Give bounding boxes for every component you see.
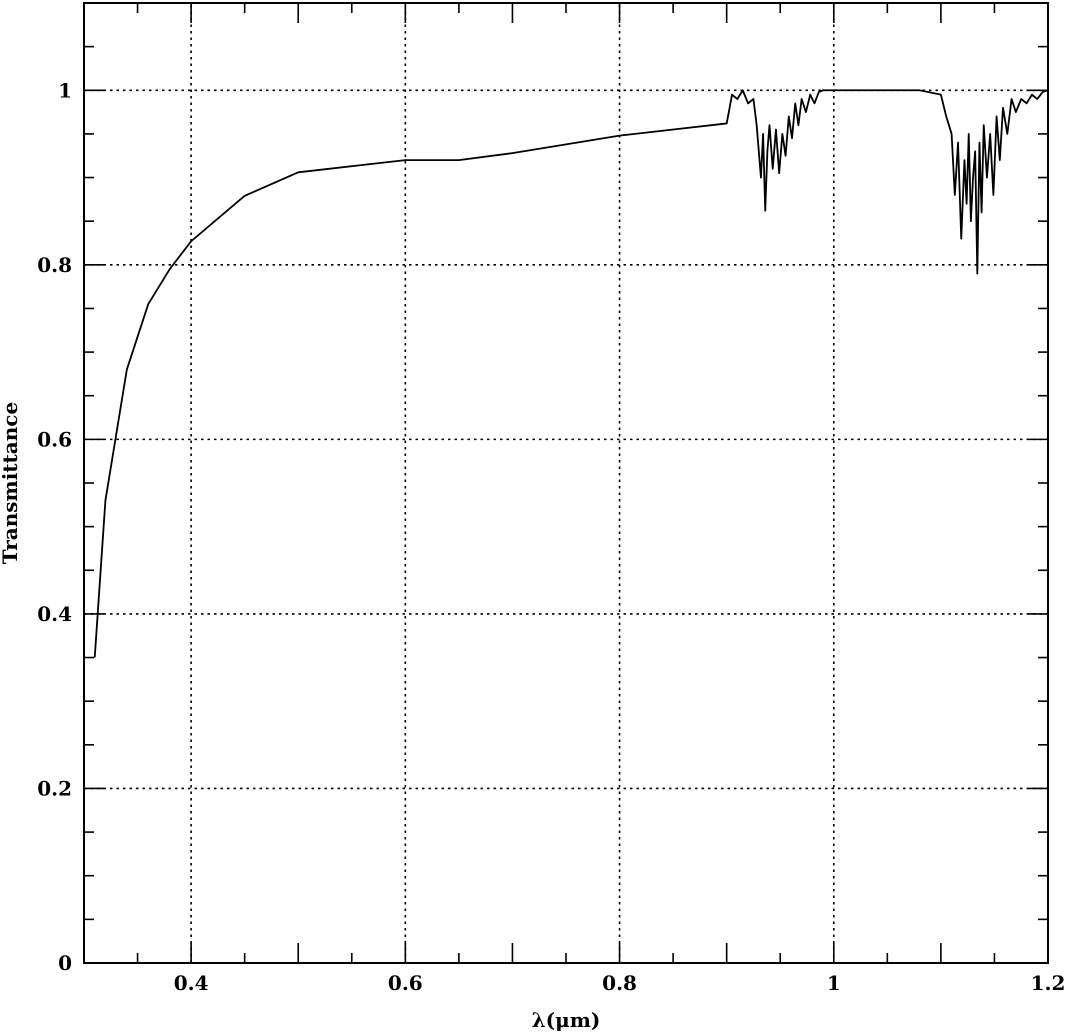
x-tick-label: 0.4 bbox=[174, 971, 209, 995]
x-axis-title: λ(μm) bbox=[532, 1008, 601, 1032]
plot-frame bbox=[83, 2, 1049, 964]
y-tick-label: 0.6 bbox=[37, 427, 72, 451]
x-tick-label: 1 bbox=[827, 971, 841, 995]
x-tick-label: 0.8 bbox=[602, 971, 637, 995]
x-tick-label: 1.2 bbox=[1031, 971, 1066, 995]
y-tick-label: 0.8 bbox=[37, 253, 72, 277]
grid bbox=[84, 3, 1048, 963]
y-tick-label: 0.4 bbox=[37, 602, 72, 626]
tick-labels: 0.4 0.6 0.8 1 1.2 0 0.2 0.4 0.6 0.8 1 bbox=[37, 78, 1065, 995]
y-tick-label: 0.2 bbox=[37, 776, 72, 800]
series-line-0 bbox=[93, 89, 1049, 658]
y-axis-title: Transmittance bbox=[0, 402, 22, 564]
series-layer bbox=[93, 89, 1049, 658]
y-tick-label: 1 bbox=[58, 78, 72, 102]
axis-ticks bbox=[83, 2, 1049, 964]
y-tick-label: 0 bbox=[58, 951, 72, 975]
x-tick-label: 0.6 bbox=[388, 971, 423, 995]
